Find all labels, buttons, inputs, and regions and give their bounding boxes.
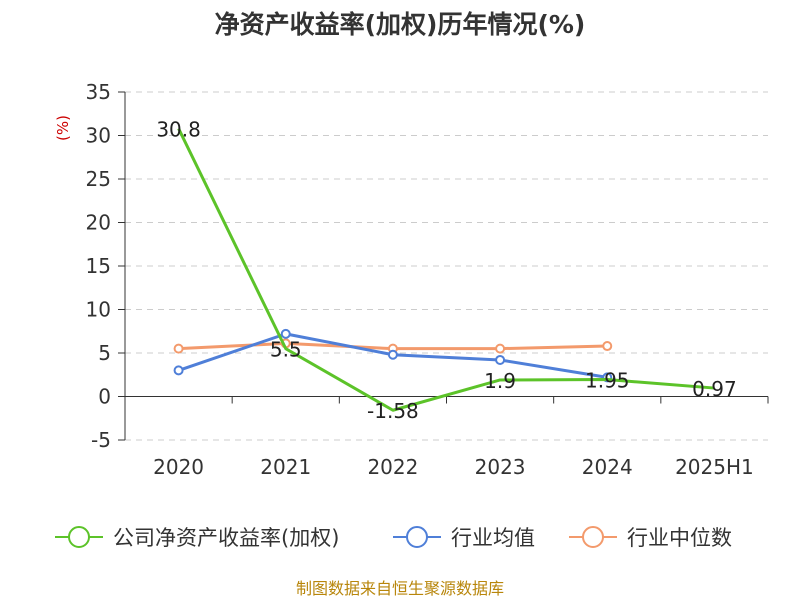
- legend-label: 公司净资产收益率(加权): [113, 526, 339, 550]
- x-tick-label: 2024: [582, 455, 633, 479]
- legend-marker: [68, 526, 90, 548]
- series-lines: [173, 127, 715, 412]
- series-point: [280, 328, 291, 339]
- axes: -5 0 5 10 15 20 25 30 35 2020 2021 2022 2023 2024 2025…: [86, 80, 769, 479]
- legend-label: 行业中位数: [627, 526, 732, 550]
- chart-title: 净资产收益率(加权)历年情况(%): [215, 10, 586, 39]
- y-tick-label: 15: [86, 254, 111, 278]
- series-point: [602, 341, 613, 352]
- series-point: [173, 343, 184, 354]
- y-tick-label: 10: [86, 298, 111, 322]
- y-tick-label: 25: [86, 167, 111, 191]
- x-tick-label: 2021: [260, 455, 311, 479]
- y-tick-label: 35: [86, 80, 111, 104]
- data-label: 5.5: [270, 338, 302, 362]
- data-label: 1.95: [585, 369, 630, 393]
- source-note: 制图数据来自恒生聚源数据库: [296, 579, 504, 598]
- series-point: [495, 354, 506, 365]
- y-tick-label: 30: [86, 124, 111, 148]
- data-label: 30.8: [156, 118, 201, 142]
- data-label: -1.58: [367, 399, 419, 423]
- legend-marker: [582, 526, 604, 548]
- y-tick-label: 5: [98, 341, 111, 365]
- legend: 公司净资产收益率(加权) 行业均值 行业中位数: [55, 526, 732, 550]
- x-tick-label: 2025H1: [675, 455, 754, 479]
- x-tick-label: 2020: [153, 455, 204, 479]
- x-tick-label: 2022: [367, 455, 418, 479]
- legend-marker: [406, 526, 428, 548]
- y-tick-label: -5: [91, 428, 111, 452]
- legend-label: 行业均值: [451, 526, 535, 550]
- series-point: [495, 343, 506, 354]
- y-axis-label: (%): [54, 115, 72, 141]
- y-tick-label: 0: [98, 385, 111, 409]
- x-tick-label: 2023: [475, 455, 526, 479]
- series-point: [173, 365, 184, 376]
- data-label: 0.97: [692, 377, 737, 401]
- gridlines: [125, 91, 768, 441]
- data-label: 1.9: [484, 369, 516, 393]
- y-tick-label: 20: [86, 211, 111, 235]
- data-labels: 30.8 5.5 -1.58 1.9 1.95 0.97: [156, 118, 736, 424]
- series-line: [177, 127, 715, 412]
- series-point: [387, 349, 398, 360]
